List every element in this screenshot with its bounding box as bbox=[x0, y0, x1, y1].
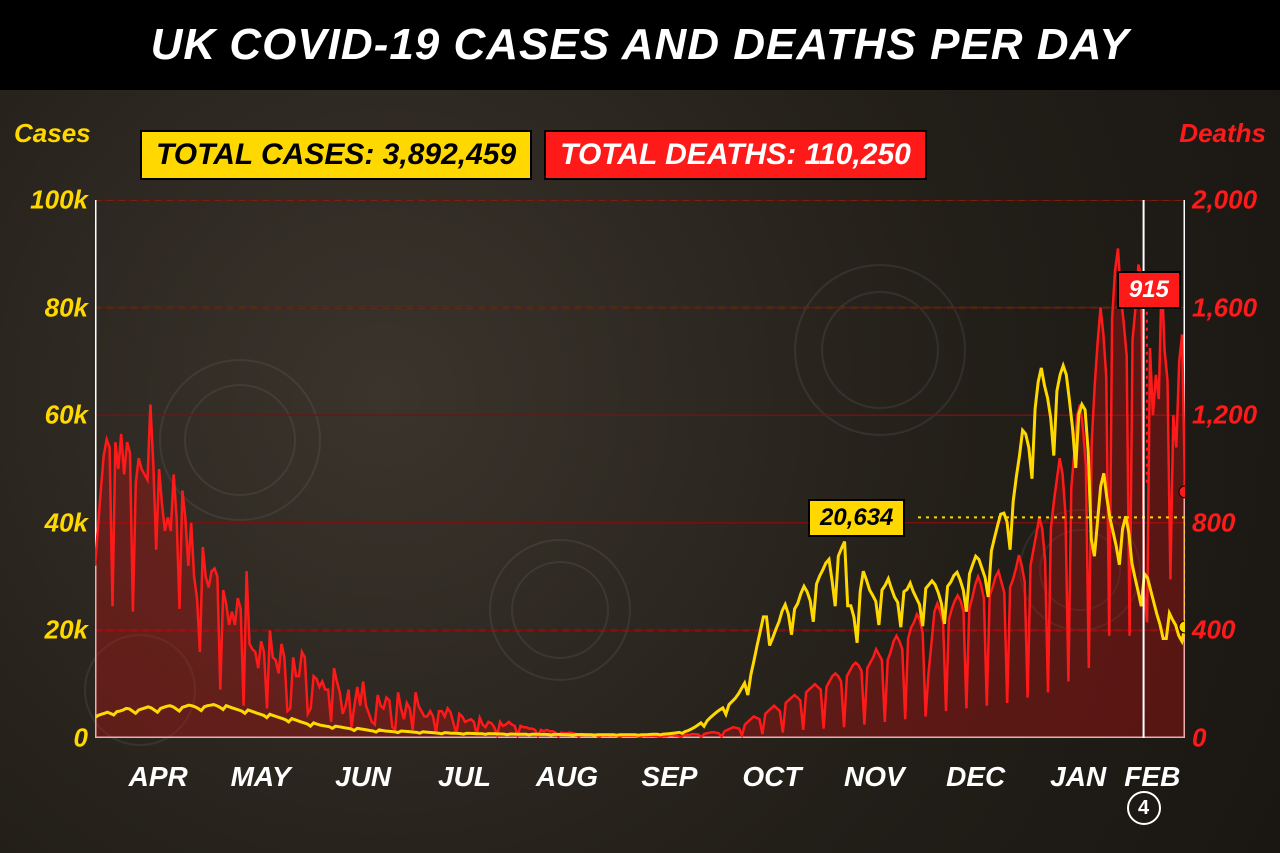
plot-region bbox=[95, 200, 1185, 738]
right-ytick: 800 bbox=[1192, 507, 1235, 538]
x-month-label: MAY bbox=[231, 761, 291, 793]
right-axis-label: Deaths bbox=[1179, 118, 1266, 149]
date-marker: 4 bbox=[1127, 791, 1161, 825]
x-month-label: JAN bbox=[1050, 761, 1106, 793]
right-ytick: 1,200 bbox=[1192, 400, 1257, 431]
left-ytick: 100k bbox=[30, 185, 88, 216]
x-month-label: APR bbox=[129, 761, 188, 793]
total-cases-badge: TOTAL CASES: 3,892,459 bbox=[140, 130, 532, 180]
x-month-label: FEB bbox=[1124, 761, 1180, 793]
left-ytick: 40k bbox=[45, 507, 88, 538]
x-month-label: JUN bbox=[335, 761, 391, 793]
left-ytick: 80k bbox=[45, 292, 88, 323]
x-month-label: SEP bbox=[641, 761, 697, 793]
x-month-label: JUL bbox=[438, 761, 491, 793]
right-ytick: 1,600 bbox=[1192, 292, 1257, 323]
left-ytick: 20k bbox=[45, 615, 88, 646]
left-ytick: 60k bbox=[45, 400, 88, 431]
total-deaths-badge: TOTAL DEATHS: 110,250 bbox=[544, 130, 927, 180]
x-month-label: AUG bbox=[536, 761, 598, 793]
cases-callout: 20,634 bbox=[808, 499, 905, 537]
chart-area: Cases Deaths TOTAL CASES: 3,892,459 TOTA… bbox=[0, 90, 1280, 853]
title-bar: UK COVID-19 CASES AND DEATHS PER DAY bbox=[0, 0, 1280, 90]
total-badges: TOTAL CASES: 3,892,459 TOTAL DEATHS: 110… bbox=[140, 130, 927, 180]
x-month-label: NOV bbox=[844, 761, 905, 793]
deaths-callout: 915 bbox=[1117, 271, 1181, 309]
right-ytick: 0 bbox=[1192, 723, 1206, 754]
chart-title: UK COVID-19 CASES AND DEATHS PER DAY bbox=[151, 20, 1130, 70]
x-month-label: OCT bbox=[742, 761, 801, 793]
right-ytick: 2,000 bbox=[1192, 185, 1257, 216]
left-axis-label: Cases bbox=[14, 118, 91, 149]
x-month-label: DEC bbox=[946, 761, 1005, 793]
plot-svg bbox=[95, 200, 1185, 738]
right-ytick: 400 bbox=[1192, 615, 1235, 646]
left-ytick: 0 bbox=[74, 723, 88, 754]
